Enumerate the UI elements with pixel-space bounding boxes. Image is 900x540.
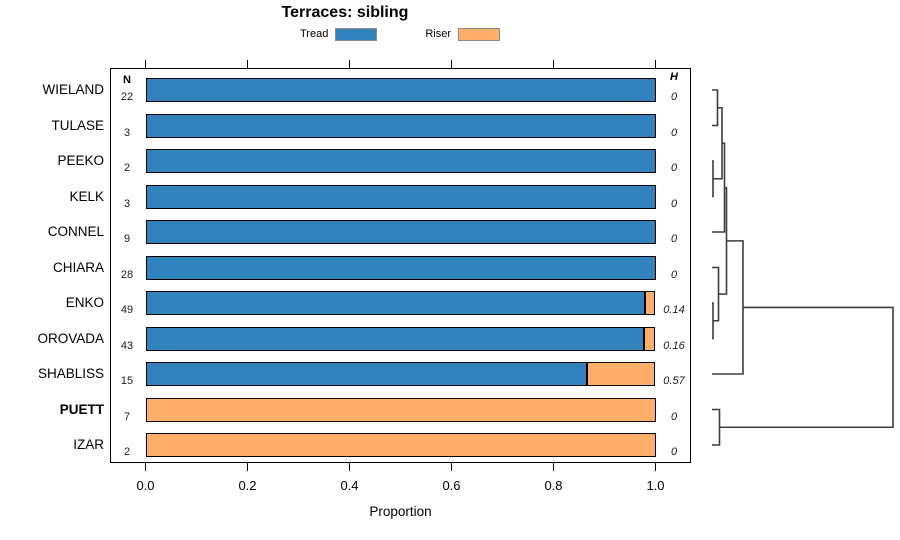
n-count-value: 43 (120, 339, 134, 352)
h-entropy-value: 0 (670, 91, 678, 103)
legend-item-tread: Tread (300, 27, 378, 41)
x-axis-title: Proportion (369, 504, 432, 519)
row-label: WIELAND (42, 82, 104, 97)
bar-segment-tread (145, 326, 644, 351)
legend-swatch-riser-icon (458, 27, 500, 41)
n-count-value: 22 (120, 91, 134, 103)
legend-label-tread: Tread (300, 28, 329, 40)
h-entropy-value: 0 (670, 126, 678, 139)
bar-segment-tread (145, 78, 656, 102)
n-count-value: 28 (120, 268, 134, 281)
row-label: SHABLISS (37, 366, 104, 381)
bar-segment-riser (645, 291, 656, 315)
n-count-value: 7 (123, 410, 131, 423)
h-entropy-value: 0.16 (663, 339, 685, 352)
row-label: IZAR (73, 437, 104, 452)
bar-segment-tread (145, 113, 656, 138)
axis-tick-top (553, 60, 554, 68)
bar-segment-tread (145, 220, 656, 244)
h-entropy-value: 0 (670, 233, 678, 245)
n-count-value: 3 (123, 126, 131, 139)
axis-tick-label: 0.8 (544, 478, 563, 493)
legend-swatch-tread-icon (335, 27, 378, 41)
n-count-value: 2 (123, 162, 131, 174)
row-label: KELK (69, 188, 104, 204)
bar-segment-riser (145, 433, 656, 457)
legend-label-riser: Riser (425, 28, 451, 40)
row-label: OROVADA (37, 330, 104, 346)
h-entropy-value: 0 (670, 410, 678, 423)
bar-segment-riser (145, 397, 656, 422)
bar-segment-tread (145, 362, 587, 386)
h-entropy-value: 0.14 (663, 304, 685, 316)
h-entropy-value: 0 (670, 162, 678, 174)
axis-tick-label: 0.4 (340, 478, 359, 493)
h-column-header: H (670, 71, 678, 83)
axis-tick-bottom (553, 463, 554, 471)
row-label: ENKO (65, 295, 104, 310)
n-count-value: 2 (123, 446, 131, 458)
legend-item-riser: Riser (425, 27, 500, 41)
axis-tick-label: 0.0 (136, 478, 155, 493)
n-column-header: N (123, 74, 131, 86)
axis-tick-bottom (451, 463, 452, 471)
row-label: CHIARA (52, 259, 104, 275)
legend: Tread Riser (300, 26, 500, 42)
row-label: CONNEL (47, 224, 104, 239)
bar-segment-tread (145, 255, 656, 280)
axis-tick-top (349, 60, 350, 68)
bar-segment-tread (145, 149, 656, 173)
axis-tick-top (655, 60, 656, 68)
axis-tick-label: 0.6 (442, 478, 461, 493)
axis-tick-top (247, 60, 248, 68)
axis-tick-bottom (247, 463, 248, 471)
axis-tick-top (145, 60, 146, 68)
plot-frame (110, 68, 691, 463)
bar-segment-tread (145, 291, 646, 315)
n-count-value: 9 (123, 233, 131, 245)
h-entropy-value: 0 (670, 446, 678, 458)
row-label: PEEKO (57, 153, 104, 168)
axis-tick-bottom (145, 463, 146, 471)
n-count-value: 49 (120, 304, 134, 316)
bar-segment-riser (586, 362, 656, 386)
dendrogram-lines (712, 89, 894, 446)
axis-tick-label: 1.0 (646, 478, 665, 493)
axis-tick-top (451, 60, 452, 68)
h-entropy-value: 0 (670, 268, 678, 281)
n-count-value: 15 (120, 375, 134, 387)
bar-segment-riser (643, 326, 656, 351)
n-count-value: 3 (123, 197, 131, 210)
chart-title: Terraces: sibling (281, 4, 409, 21)
axis-tick-label: 0.2 (238, 478, 257, 493)
h-entropy-value: 0.57 (663, 375, 685, 387)
row-label: PUETT (59, 401, 104, 417)
axis-tick-bottom (349, 463, 350, 471)
row-label: TULASE (51, 117, 104, 133)
h-entropy-value: 0 (670, 197, 678, 210)
bar-segment-tread (145, 184, 656, 209)
axis-tick-bottom (655, 463, 656, 471)
